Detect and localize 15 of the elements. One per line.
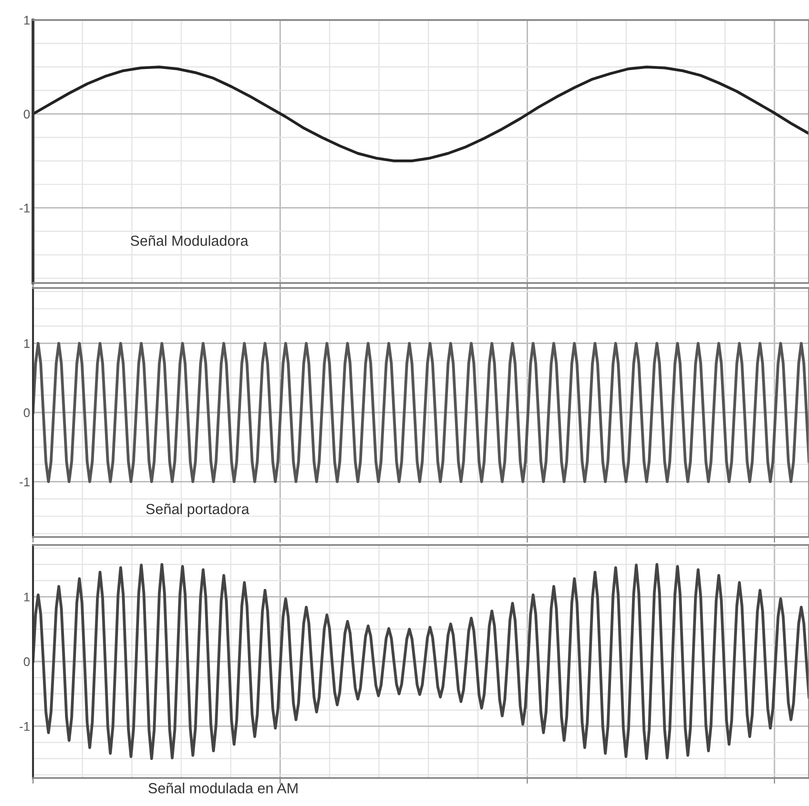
y-tick-label: 0 <box>24 110 30 119</box>
y-tick-label: 1 <box>24 339 30 348</box>
y-tick-label: 0 <box>24 408 30 418</box>
annotation: Señal portadora <box>146 503 250 518</box>
y-tick-label: 1 <box>24 16 30 25</box>
y-tick-label: -1 <box>20 722 30 731</box>
line-series <box>33 66 809 162</box>
y-tick-label: 0 <box>24 657 30 666</box>
y-tick-label: 1 <box>24 592 30 602</box>
y-tick-label: -1 <box>20 478 30 486</box>
line-series <box>33 563 809 760</box>
text: Señal modulada en AM <box>148 782 298 794</box>
line-series <box>33 342 809 484</box>
annotation: Señal Moduladora <box>130 235 248 246</box>
y-tick-label: -1 <box>20 204 30 212</box>
